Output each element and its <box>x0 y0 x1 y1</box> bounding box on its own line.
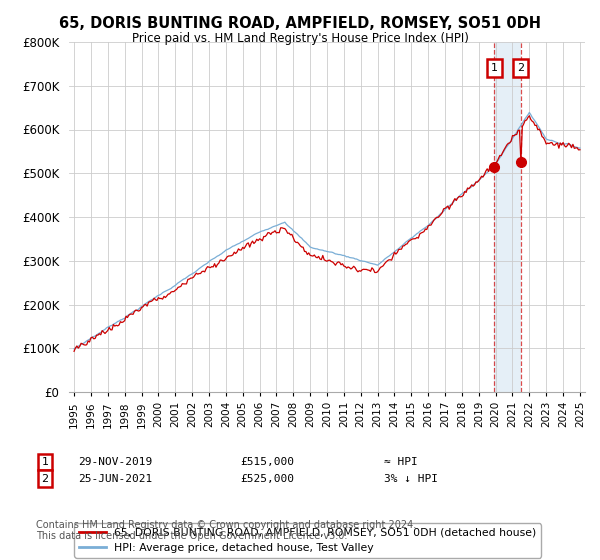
Text: 2: 2 <box>41 474 49 484</box>
Bar <box>494 42 521 392</box>
Text: 25-JUN-2021: 25-JUN-2021 <box>78 474 152 484</box>
Text: £515,000: £515,000 <box>240 457 294 467</box>
Text: £525,000: £525,000 <box>240 474 294 484</box>
Text: 65, DORIS BUNTING ROAD, AMPFIELD, ROMSEY, SO51 0DH: 65, DORIS BUNTING ROAD, AMPFIELD, ROMSEY… <box>59 16 541 31</box>
Text: 1: 1 <box>41 457 49 467</box>
Text: 3% ↓ HPI: 3% ↓ HPI <box>384 474 438 484</box>
Text: ≈ HPI: ≈ HPI <box>384 457 418 467</box>
Text: 1: 1 <box>491 63 498 73</box>
Text: Price paid vs. HM Land Registry's House Price Index (HPI): Price paid vs. HM Land Registry's House … <box>131 32 469 45</box>
Text: 29-NOV-2019: 29-NOV-2019 <box>78 457 152 467</box>
Text: Contains HM Land Registry data © Crown copyright and database right 2024.
This d: Contains HM Land Registry data © Crown c… <box>36 520 416 542</box>
Legend: 65, DORIS BUNTING ROAD, AMPFIELD, ROMSEY, SO51 0DH (detached house), HPI: Averag: 65, DORIS BUNTING ROAD, AMPFIELD, ROMSEY… <box>74 524 541 558</box>
Text: 2: 2 <box>517 63 524 73</box>
